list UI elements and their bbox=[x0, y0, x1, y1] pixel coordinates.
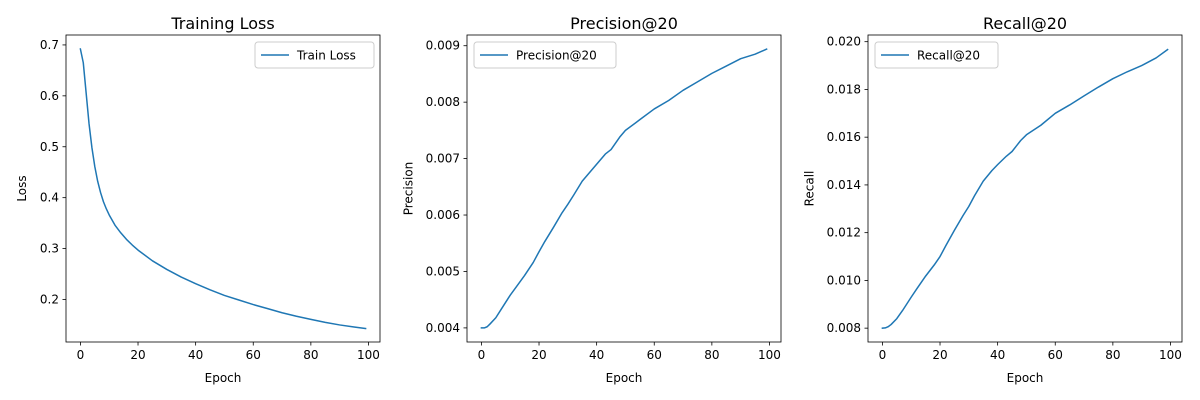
y-tick-label: 0.014 bbox=[827, 178, 861, 192]
y-tick-label: 0.007 bbox=[426, 152, 460, 166]
y-tick-label: 0.7 bbox=[40, 38, 59, 52]
legend: Recall@20 bbox=[874, 41, 999, 69]
x-tick-label: 20 bbox=[531, 348, 546, 362]
y-tick-label: 0.008 bbox=[827, 321, 861, 335]
y-tick-label: 0.006 bbox=[426, 208, 460, 222]
y-tick-label: 0.4 bbox=[40, 191, 59, 205]
series-line bbox=[480, 48, 768, 329]
x-tick-label: 60 bbox=[246, 348, 261, 362]
subplot-1: Training Loss 0 20 40 60 80 100 0.2 0.3 0.4 0.5 0.6… bbox=[15, 14, 381, 385]
legend-box bbox=[874, 41, 999, 69]
subplot-3: Recall@20 0 20 40 60 80 100 0.008 0.010 0.012 0.01… bbox=[803, 14, 1183, 385]
y-tick-label: 0.2 bbox=[40, 292, 59, 306]
legend-label: Precision@20 bbox=[516, 49, 597, 63]
x-tick-label: 20 bbox=[130, 348, 145, 362]
axes-frame bbox=[466, 34, 782, 343]
y-tick-label: 0.020 bbox=[827, 35, 861, 49]
y-tick-label: 0.008 bbox=[426, 95, 460, 109]
y-tick-label: 0.3 bbox=[40, 242, 59, 256]
legend: Train Loss bbox=[254, 41, 375, 69]
chart-title: Precision@20 bbox=[570, 14, 678, 33]
axes-frame bbox=[65, 34, 381, 343]
y-axis-label: Recall bbox=[803, 171, 817, 207]
y-tick-label: 0.012 bbox=[827, 226, 861, 240]
x-tick-label: 100 bbox=[1159, 348, 1182, 362]
legend-box bbox=[473, 41, 617, 69]
y-tick-label: 0.018 bbox=[827, 82, 861, 96]
series-line bbox=[79, 48, 367, 330]
y-tick-label: 0.5 bbox=[40, 140, 59, 154]
x-tick-label: 80 bbox=[704, 348, 719, 362]
x-axis-label: Epoch bbox=[205, 371, 242, 385]
x-tick-label: 80 bbox=[303, 348, 318, 362]
y-tick-label: 0.005 bbox=[426, 264, 460, 278]
y-tick-label: 0.010 bbox=[827, 273, 861, 287]
x-tick-label: 40 bbox=[990, 348, 1005, 362]
y-axis-label: Precision bbox=[402, 162, 416, 216]
y-axis-label: Loss bbox=[15, 175, 29, 201]
series-line bbox=[881, 48, 1169, 329]
x-axis-label: Epoch bbox=[1007, 371, 1044, 385]
chart-title: Training Loss bbox=[170, 14, 274, 33]
chart-title: Recall@20 bbox=[983, 14, 1067, 33]
x-tick-label: 40 bbox=[589, 348, 604, 362]
x-tick-label: 100 bbox=[357, 348, 380, 362]
y-tick-label: 0.016 bbox=[827, 130, 861, 144]
x-axis-label: Epoch bbox=[606, 371, 643, 385]
x-tick-label: 0 bbox=[77, 348, 85, 362]
legend: Precision@20 bbox=[473, 41, 617, 69]
legend-box bbox=[254, 41, 375, 69]
x-tick-label: 0 bbox=[879, 348, 887, 362]
x-tick-label: 40 bbox=[188, 348, 203, 362]
y-tick-label: 0.004 bbox=[426, 321, 460, 335]
y-tick-label: 0.009 bbox=[426, 39, 460, 53]
axes-frame bbox=[867, 34, 1183, 343]
subplot-2: Precision@20 0 20 40 60 80 100 0.004 0.005 0.006 0… bbox=[402, 14, 782, 385]
x-tick-label: 80 bbox=[1105, 348, 1120, 362]
x-tick-label: 60 bbox=[1048, 348, 1063, 362]
x-tick-label: 0 bbox=[478, 348, 486, 362]
legend-label: Recall@20 bbox=[917, 49, 980, 63]
y-tick-label: 0.6 bbox=[40, 89, 59, 103]
x-tick-label: 60 bbox=[647, 348, 662, 362]
x-tick-label: 100 bbox=[758, 348, 781, 362]
x-tick-label: 20 bbox=[932, 348, 947, 362]
legend-label: Train Loss bbox=[296, 49, 356, 63]
